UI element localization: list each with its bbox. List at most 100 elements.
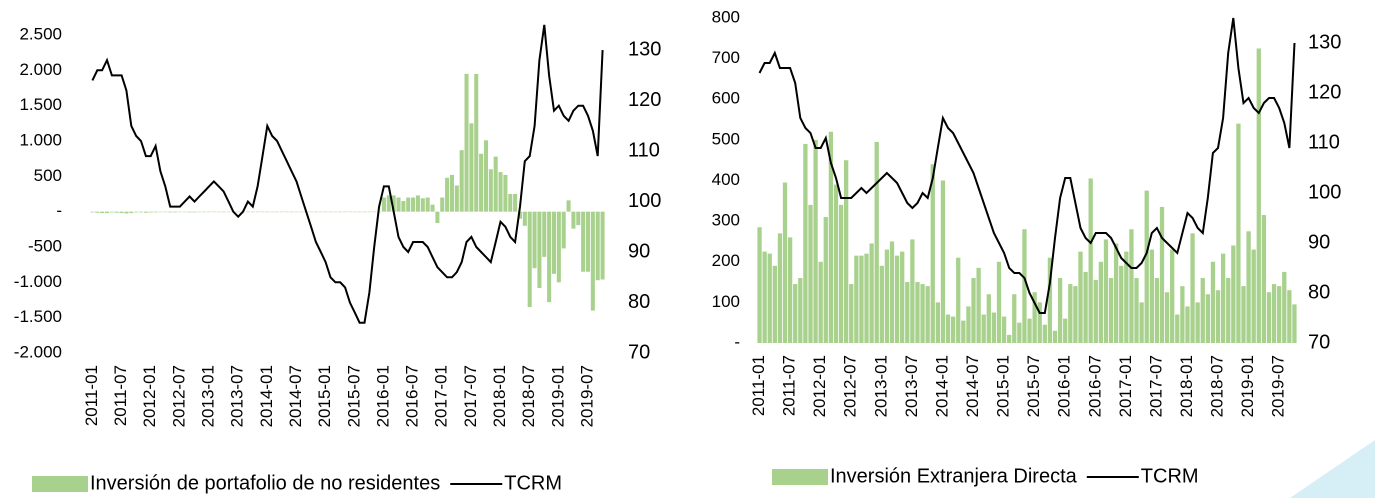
bar	[767, 253, 772, 343]
bar	[920, 284, 925, 343]
y-tick-label: 700	[712, 48, 740, 67]
bar	[935, 302, 940, 343]
x-tick-label: 2011-01	[82, 365, 101, 426]
y2-tick-label: 110	[628, 139, 660, 161]
bar	[1292, 304, 1297, 343]
bar	[1068, 284, 1073, 343]
bar	[547, 211, 552, 303]
y-tick-label: 300	[712, 211, 740, 230]
bar	[104, 211, 110, 214]
bar	[143, 211, 148, 213]
bar	[396, 197, 401, 212]
bar	[449, 174, 454, 212]
x-tick-label: 2019-07	[577, 365, 596, 427]
bar	[216, 211, 221, 213]
bar	[527, 211, 532, 308]
bar	[153, 211, 158, 213]
bar	[1098, 261, 1104, 343]
x-tick-label: 2015-01	[315, 365, 334, 427]
y-tick-label: 100	[712, 292, 740, 311]
y-tick-label: 500	[34, 166, 62, 185]
x-tick-label: 2014-01	[257, 365, 276, 427]
bar	[192, 211, 197, 213]
bar	[294, 211, 299, 213]
bar	[1236, 123, 1241, 343]
bar	[1012, 294, 1017, 343]
bar	[134, 211, 139, 213]
bar	[1170, 249, 1175, 343]
bar	[372, 211, 377, 213]
x-tick-label: 2014-07	[963, 355, 982, 417]
bar	[207, 211, 212, 213]
bar	[313, 211, 318, 213]
x-tick-label: 2017-01	[1116, 355, 1135, 417]
bar	[488, 169, 493, 212]
x-tick-label: 2013-01	[871, 355, 890, 417]
bar	[556, 211, 561, 283]
bar	[996, 261, 1002, 343]
x-tick-label: 2015-01	[994, 355, 1013, 417]
bar	[236, 211, 241, 213]
bar	[1108, 278, 1114, 343]
bar	[454, 185, 459, 212]
x-tick-label: 2014-07	[286, 365, 305, 427]
bar	[595, 211, 600, 281]
x-tick-label: 2018-07	[519, 365, 538, 427]
bar	[367, 211, 372, 213]
y-tick-label: 500	[712, 129, 740, 148]
bar	[483, 140, 488, 212]
x-tick-label: 2018-01	[490, 365, 509, 427]
y-tick-label: 400	[712, 170, 740, 189]
bar	[945, 314, 951, 343]
bar	[1047, 257, 1053, 343]
bar	[522, 211, 527, 226]
bar	[782, 182, 788, 343]
x-tick-label: 2011-01	[749, 355, 768, 416]
y2-tick-label: 70	[628, 341, 650, 363]
bar	[1093, 280, 1098, 343]
bar	[415, 195, 420, 212]
bar	[1052, 330, 1058, 343]
x-tick-label: 2012-07	[169, 365, 188, 427]
bar	[1175, 314, 1180, 343]
y-tick-label: 2.500	[19, 24, 62, 43]
bar	[986, 294, 991, 343]
x-tick-label: 2017-01	[432, 365, 451, 427]
bar	[260, 211, 265, 213]
bar	[362, 211, 367, 213]
bar	[284, 211, 289, 213]
bar	[318, 211, 323, 213]
bar	[1007, 334, 1012, 343]
y-tick-label: 600	[712, 89, 740, 108]
bar	[566, 200, 571, 212]
y2-tick-label: 120	[1308, 81, 1341, 103]
bar	[411, 197, 416, 212]
bar	[1231, 245, 1236, 343]
y2-tick-label: 80	[1308, 281, 1330, 303]
x-tick-label: 2018-01	[1177, 355, 1196, 417]
bar	[940, 180, 946, 343]
bar	[391, 195, 396, 212]
bar	[381, 197, 386, 212]
y-tick-label: -	[56, 201, 62, 220]
bar	[95, 211, 100, 213]
bar	[585, 211, 591, 272]
bar	[138, 211, 144, 213]
bar	[168, 211, 173, 213]
bar	[513, 194, 518, 212]
bar	[245, 211, 250, 213]
bar	[493, 156, 498, 212]
bar	[338, 211, 343, 213]
bar	[808, 204, 813, 343]
bar	[844, 160, 849, 343]
y2-tick-label: 90	[628, 240, 650, 262]
y-tick-label: 200	[712, 251, 740, 270]
bar	[1164, 292, 1170, 343]
bar	[163, 211, 168, 213]
y2-tick-label: 120	[628, 89, 661, 111]
bar	[90, 211, 95, 213]
bar	[211, 211, 216, 213]
bar	[1190, 233, 1195, 343]
bar	[498, 172, 503, 212]
